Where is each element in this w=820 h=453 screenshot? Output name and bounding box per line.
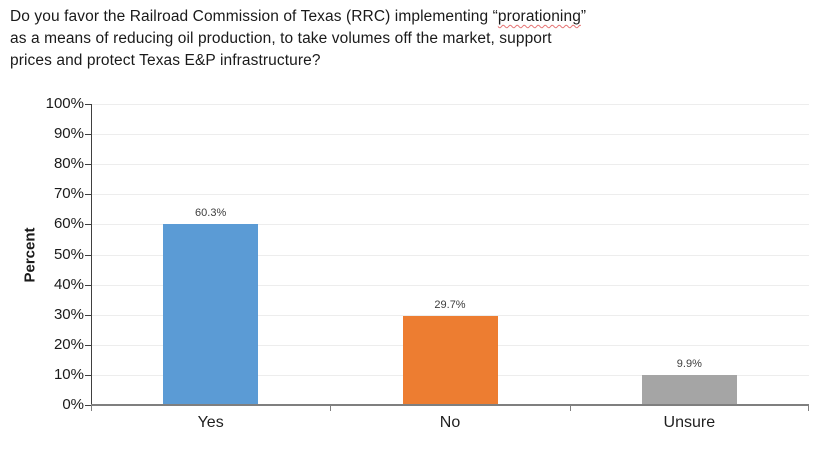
question-title: Do you favor the Railroad Commission of … bbox=[10, 6, 586, 72]
plot-area: 60.3% 29.7% 9.9% bbox=[85, 104, 809, 411]
y-axis-tick-label: 30% bbox=[53, 305, 84, 323]
x-axis-tick bbox=[569, 405, 571, 411]
y-axis-tick bbox=[85, 104, 91, 105]
x-axis-tick bbox=[330, 405, 332, 411]
y-axis-tick-label: 10% bbox=[53, 365, 84, 383]
y-axis-tick-label: 0% bbox=[62, 396, 84, 413]
gridline bbox=[92, 134, 809, 136]
y-axis-tick-label: 50% bbox=[53, 245, 84, 263]
x-axis-tick bbox=[91, 405, 92, 411]
bar-yes bbox=[163, 223, 259, 405]
x-axis-line bbox=[91, 404, 809, 406]
y-axis-tick bbox=[85, 134, 91, 136]
x-axis-tick bbox=[808, 405, 809, 411]
bar-no bbox=[402, 315, 498, 405]
y-axis-tick-label: 80% bbox=[53, 155, 84, 173]
title-text-1: Do you favor the Railroad Commission of … bbox=[10, 8, 498, 25]
y-axis-tick-label: 70% bbox=[53, 185, 84, 203]
x-axis-label-unsure: Unsure bbox=[663, 414, 716, 431]
y-axis-tick-label: 60% bbox=[53, 215, 84, 233]
gridline bbox=[92, 254, 809, 256]
y-axis-tick bbox=[85, 194, 91, 196]
bar-value-label-no: 29.7% bbox=[434, 298, 466, 311]
gridline bbox=[92, 164, 809, 166]
y-axis-tick-label: 90% bbox=[53, 125, 84, 143]
bar-unsure bbox=[641, 375, 737, 405]
y-axis-tick bbox=[85, 254, 91, 256]
y-axis-tick bbox=[85, 405, 91, 406]
gridline bbox=[92, 314, 809, 316]
y-axis-tick bbox=[85, 224, 91, 226]
y-axis-line bbox=[91, 104, 92, 405]
gridline bbox=[92, 104, 809, 105]
title-text-2: ” bbox=[580, 8, 587, 25]
title-text-4: prices and protect Texas E&P infrastruct… bbox=[10, 52, 321, 69]
y-axis-tick bbox=[85, 344, 91, 346]
y-axis-tick-label: 20% bbox=[53, 335, 84, 353]
x-axis-label-no: No bbox=[439, 414, 461, 431]
bar-value-label-yes: 60.3% bbox=[195, 206, 227, 219]
y-axis-tick bbox=[85, 374, 91, 376]
y-axis-tick bbox=[85, 164, 91, 166]
gridline bbox=[92, 194, 809, 196]
misspelled-word: prorationing bbox=[497, 8, 581, 25]
gridline bbox=[92, 284, 809, 286]
y-axis-tick-label: 40% bbox=[53, 275, 84, 293]
bar-value-label-unsure: 9.9% bbox=[676, 358, 702, 371]
y-axis-tick bbox=[85, 284, 91, 286]
x-axis-label-yes: Yes bbox=[197, 414, 224, 431]
title-text-3: as a means of reducing oil production, t… bbox=[10, 30, 552, 47]
y-axis-tick-label: 100% bbox=[45, 95, 84, 112]
y-axis-tick bbox=[85, 314, 91, 316]
gridline bbox=[92, 224, 809, 226]
